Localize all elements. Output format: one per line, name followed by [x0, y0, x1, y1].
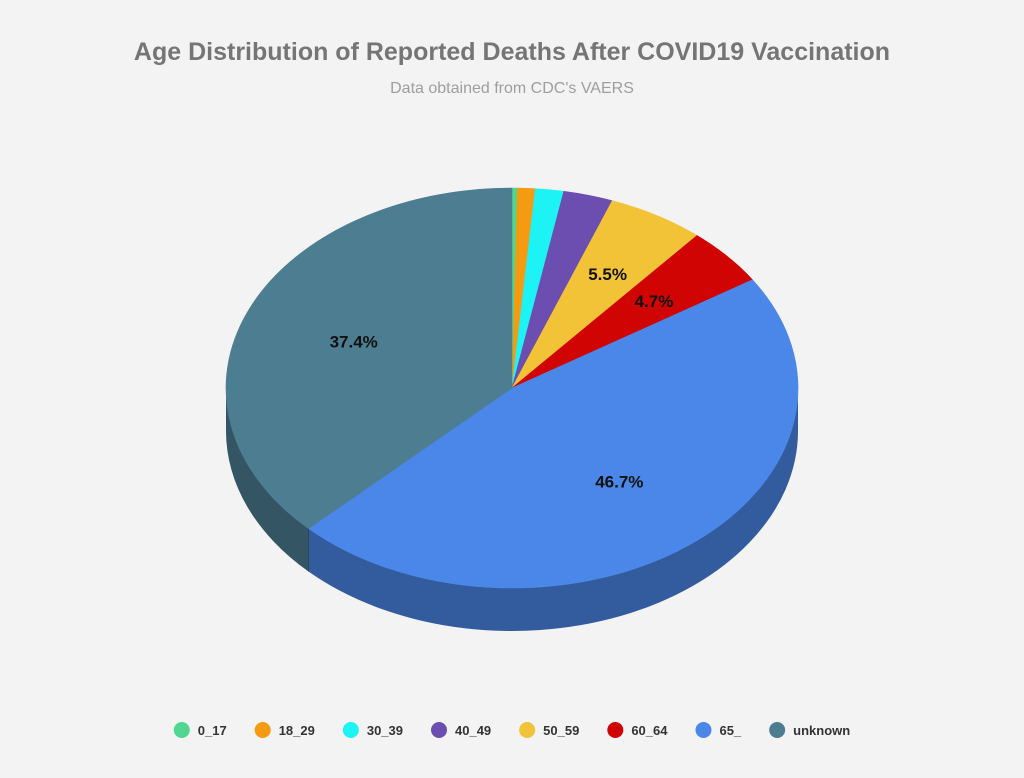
pie-top-faces: [225, 187, 799, 589]
legend-label-18-29: 18_29: [279, 723, 315, 738]
legend-item-60-64[interactable]: 60_64: [607, 722, 668, 738]
legend-label-40-49: 40_49: [455, 723, 491, 738]
legend-item-0-17[interactable]: 0_17: [173, 722, 227, 738]
pie-side-unknown: [226, 388, 309, 572]
legend-label-65-: 65_: [719, 723, 741, 738]
chart-subtitle: Data obtained from CDC's VAERS: [390, 80, 634, 97]
data-labels: 5.5% 4.7% 46.7% 37.4%: [330, 265, 674, 491]
legend-marker-65-: [695, 722, 712, 738]
legend-label-30-39: 30_39: [367, 723, 403, 738]
legend-marker-18-29: [254, 722, 271, 738]
legend-item-50-59[interactable]: 50_59: [519, 722, 579, 738]
chart-title: Age Distribution of Reported Deaths Afte…: [134, 38, 890, 66]
pie-side-65-: [308, 388, 798, 631]
legend-item-18-29[interactable]: 18_29: [254, 722, 315, 738]
legend-item-40-49[interactable]: 40_49: [431, 722, 491, 738]
legend-item-unknown[interactable]: unknown: [769, 722, 850, 738]
legend-item-30-39[interactable]: 30_39: [342, 722, 403, 738]
legend-marker-0-17: [173, 722, 190, 738]
legend-marker-60-64: [607, 722, 624, 738]
legend-label-unknown: unknown: [793, 723, 850, 738]
legend-marker-40-49: [431, 722, 448, 738]
data-label-50-59: 5.5%: [588, 265, 627, 284]
legend-item-65-[interactable]: 65_: [695, 722, 742, 738]
pie-side-walls: [226, 388, 798, 631]
pie-slice-unknown: [225, 187, 513, 529]
data-label-65-: 46.7%: [595, 473, 643, 492]
legend-label-0-17: 0_17: [198, 723, 227, 738]
legend-label-50-59: 50_59: [543, 723, 579, 738]
legend-marker-50-59: [519, 722, 536, 738]
pie-slice-65-: [307, 279, 799, 589]
legend-marker-30-39: [342, 722, 359, 738]
legend-label-60-64: 60_64: [631, 723, 668, 738]
legend: 0_17 18_29 30_39 40_49 50_59 60_64 65_ unknown: [173, 722, 850, 738]
data-label-unknown: 37.4%: [330, 333, 378, 352]
data-label-60-64: 4.7%: [635, 292, 674, 311]
legend-marker-unknown: [769, 722, 786, 738]
